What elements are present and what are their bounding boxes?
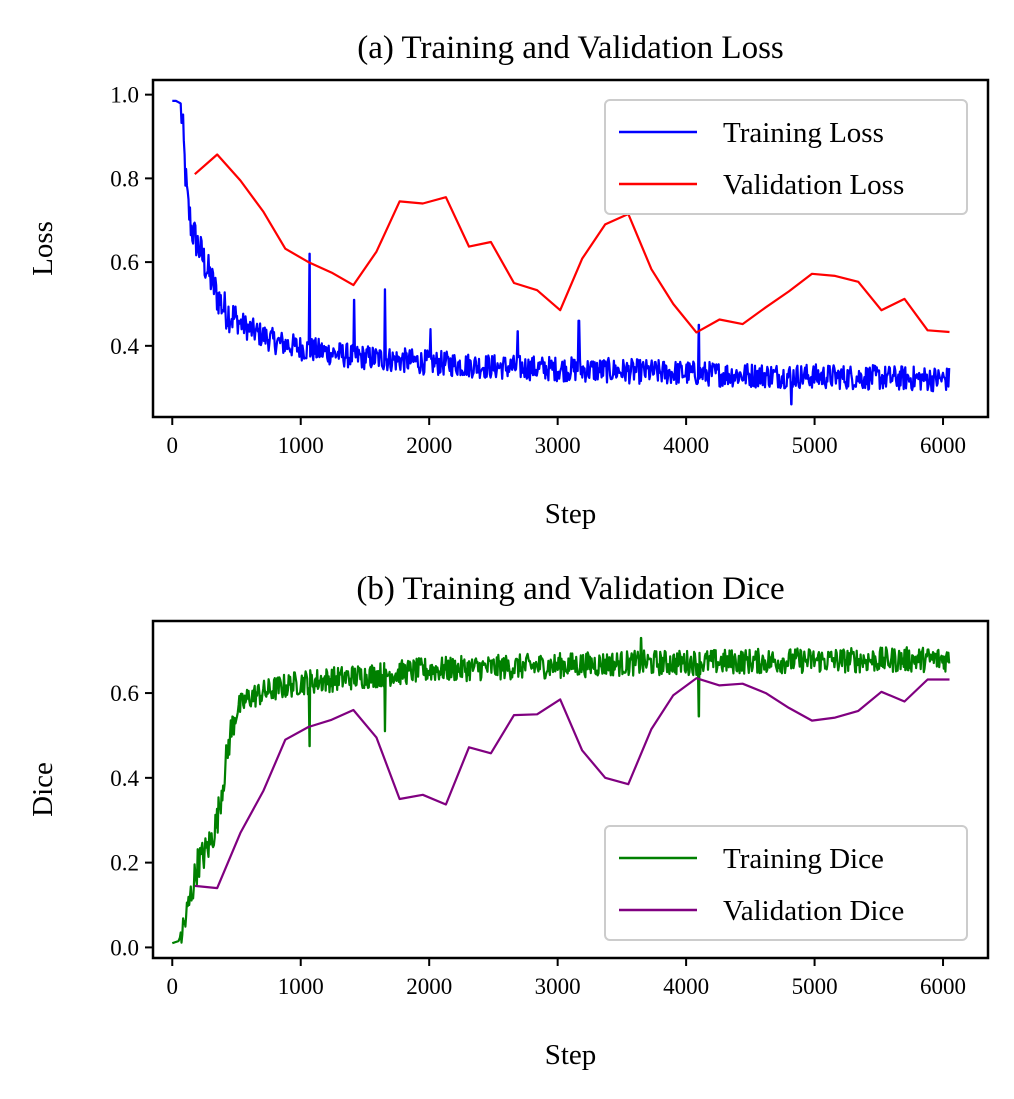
- y-tick-label: 0.4: [110, 334, 139, 359]
- series-line-validation-dice: [194, 677, 950, 890]
- x-tick-label: 4000: [663, 974, 709, 999]
- x-tick-label: 6000: [920, 974, 966, 999]
- x-tick-label: 3000: [535, 433, 581, 458]
- y-axis-label: Dice: [27, 762, 59, 817]
- x-tick-label: 2000: [406, 974, 452, 999]
- plot-area: [171, 99, 951, 406]
- legend-box: [604, 825, 968, 941]
- chart-title: (b) Training and Validation Dice: [356, 571, 784, 607]
- legend-label: Training Loss: [723, 117, 884, 149]
- legend: Training Loss Validation Loss: [604, 99, 968, 215]
- x-tick-label: 2000: [406, 433, 452, 458]
- series-line-training-loss: [171, 99, 951, 406]
- plot-area: [171, 636, 951, 945]
- chart-title: (a) Training and Validation Loss: [357, 30, 784, 66]
- legend-label: Validation Loss: [723, 169, 904, 201]
- x-axis-label: Step: [545, 1039, 597, 1071]
- legend: Training Dice Validation Dice: [604, 825, 968, 941]
- x-tick-label: 5000: [792, 433, 838, 458]
- x-tick-label: 0: [167, 974, 179, 999]
- legend-label: Training Dice: [723, 843, 884, 875]
- x-tick-label: 3000: [535, 974, 581, 999]
- y-tick-label: 0.6: [110, 250, 139, 275]
- chart-panel-loss: (a) Training and Validation Loss 0 1000 200…: [27, 30, 990, 530]
- series-line-validation-loss: [194, 153, 950, 334]
- y-tick-label: 0.0: [110, 935, 139, 960]
- chart-panel-dice: (b) Training and Validation Dice 0 1000 200…: [27, 571, 990, 1071]
- x-tick-label: 1000: [278, 974, 324, 999]
- x-tick-label: 0: [167, 433, 179, 458]
- y-tick-label: 0.6: [110, 681, 139, 706]
- x-tick-label: 6000: [920, 433, 966, 458]
- legend-box: [604, 99, 968, 215]
- x-tick-label: 4000: [663, 433, 709, 458]
- y-axis-label: Loss: [27, 221, 59, 276]
- y-tick-label: 1.0: [110, 83, 139, 108]
- axes-frame: [151, 78, 990, 419]
- x-axis-label: Step: [545, 498, 597, 530]
- x-tick-label: 1000: [278, 433, 324, 458]
- axes-frame: [151, 619, 990, 960]
- x-tick-label: 5000: [792, 974, 838, 999]
- legend-label: Validation Dice: [723, 895, 904, 927]
- y-tick-label: 0.4: [110, 766, 139, 791]
- y-tick-label: 0.2: [110, 851, 139, 876]
- series-line-training-dice: [171, 636, 951, 945]
- y-tick-label: 0.8: [110, 166, 139, 191]
